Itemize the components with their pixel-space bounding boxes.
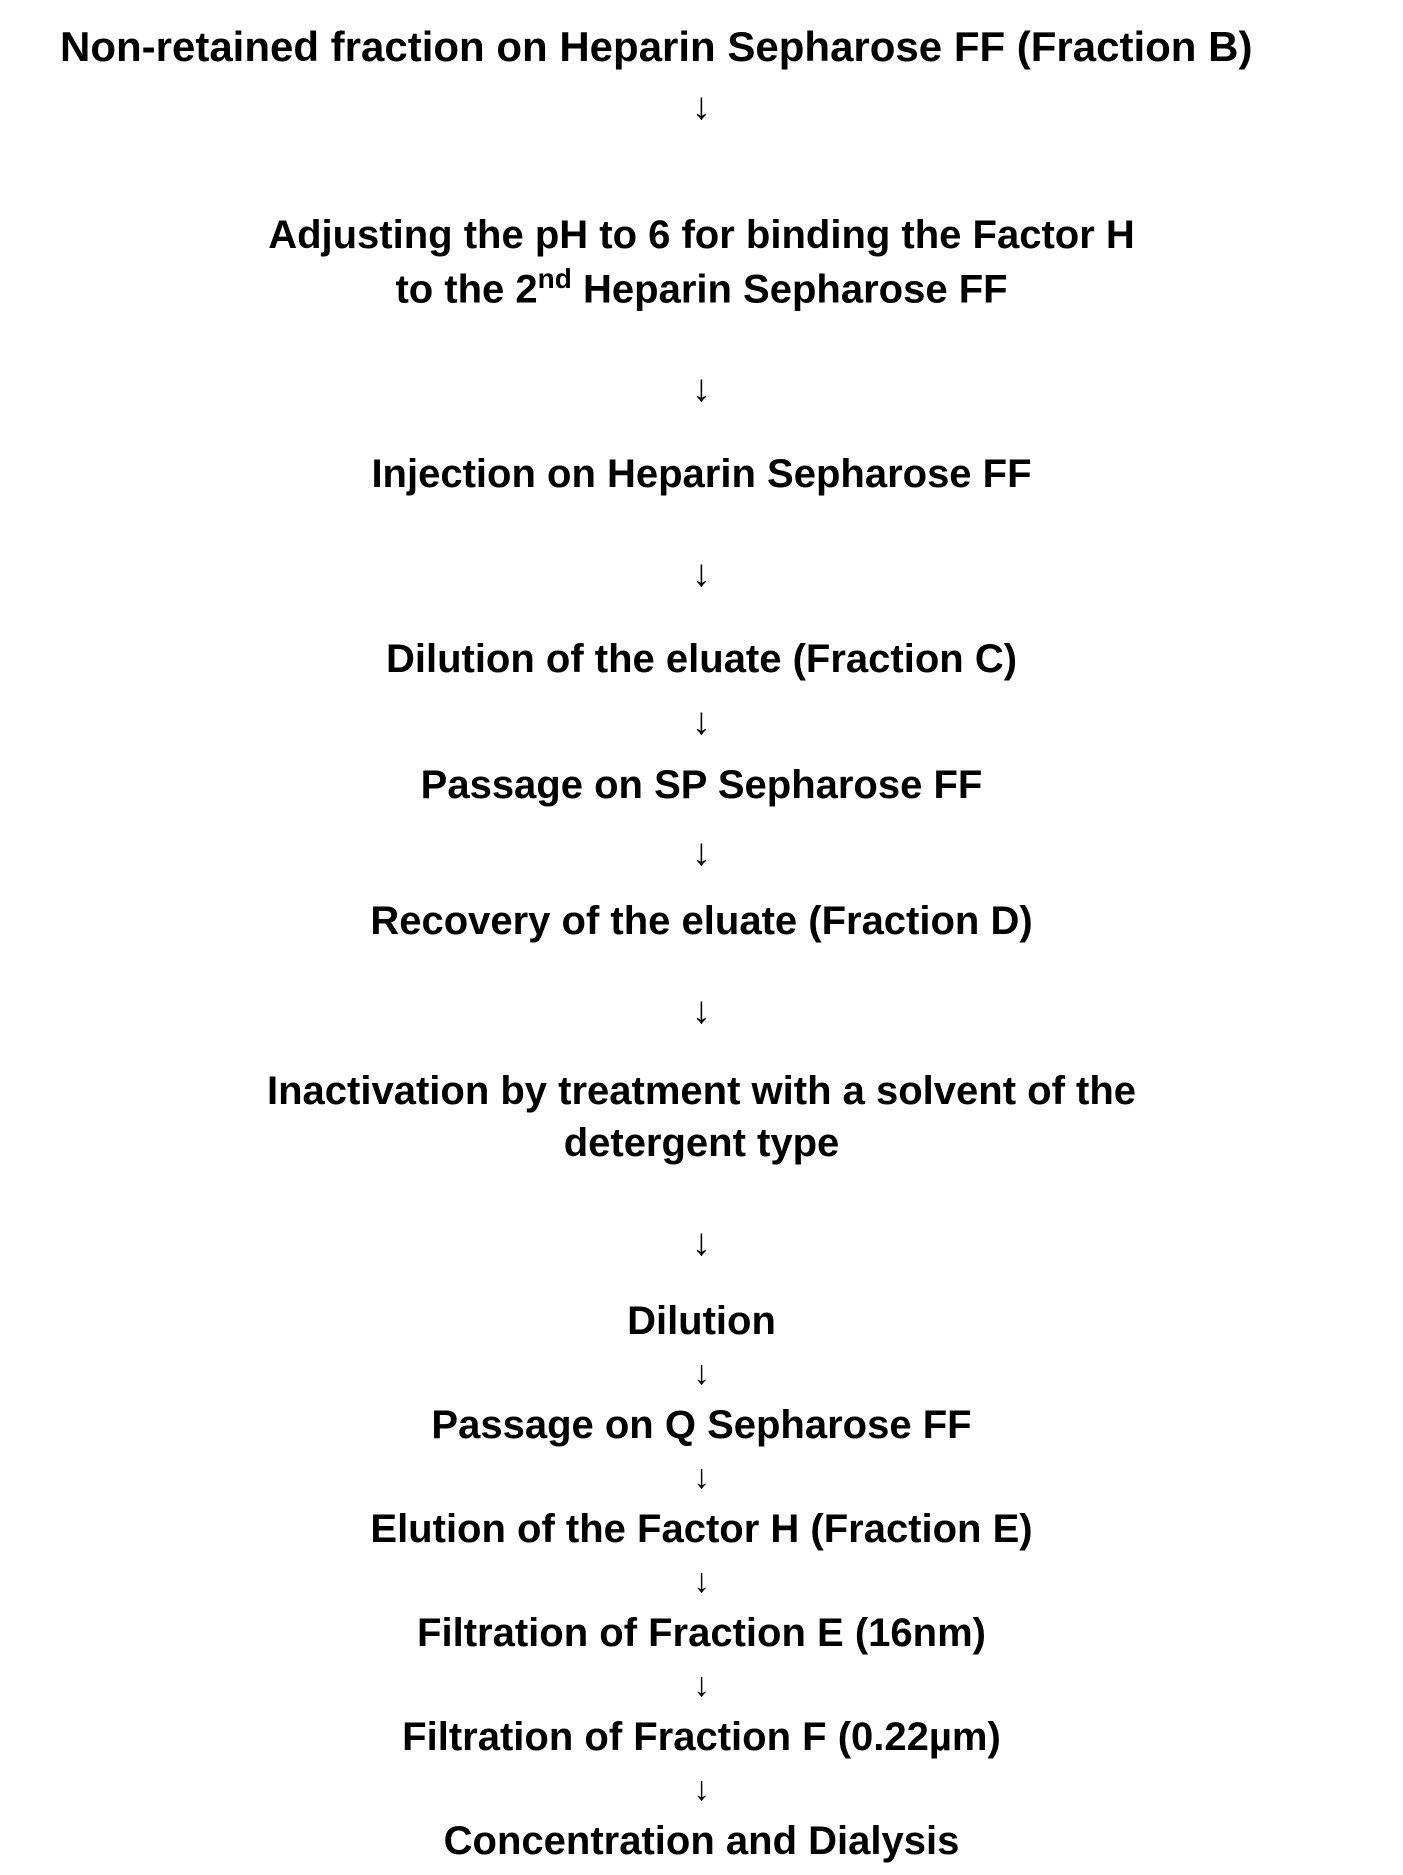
step-concentration: Concentration and Dialysis [444, 1815, 960, 1867]
step-filtration-e: Filtration of Fraction E (16nm) [417, 1607, 986, 1659]
arrow-icon: ↓ [692, 992, 711, 1030]
step-dilution-c: Dilution of the eluate (Fraction C) [386, 633, 1017, 685]
arrow-icon: ↓ [692, 834, 711, 872]
step-dilution: Dilution [627, 1295, 776, 1347]
arrow-icon: ↓ [692, 703, 711, 741]
step-text-after: Heparin Sepharose FF [572, 267, 1008, 311]
arrow-icon: ↓ [692, 555, 711, 593]
arrow-icon: ↓ [693, 1460, 710, 1494]
step-passage-sp: Passage on SP Sepharose FF [421, 759, 983, 811]
arrow-icon: ↓ [692, 370, 711, 408]
step-adjust-ph: Adjusting the pH to 6 for binding the Fa… [252, 209, 1152, 315]
step-recovery-d: Recovery of the eluate (Fraction D) [370, 895, 1032, 947]
step-injection: Injection on Heparin Sepharose FF [371, 448, 1031, 500]
step-filtration-f: Filtration of Fraction F (0.22µm) [402, 1711, 1001, 1763]
flowchart-title: Non-retained fraction on Heparin Sepharo… [40, 20, 1363, 75]
arrow-icon: ↓ [693, 1772, 710, 1806]
step-inactivation: Inactivation by treatment with a solvent… [252, 1065, 1152, 1169]
step-passage-q: Passage on Q Sepharose FF [431, 1399, 971, 1451]
arrow-icon: ↓ [693, 1564, 710, 1598]
compact-steps: Dilution ↓ Passage on Q Sepharose FF ↓ E… [370, 1287, 1032, 1875]
arrow-icon: ↓ [693, 1356, 710, 1390]
step-text-sup: nd [538, 263, 572, 294]
arrow-icon: ↓ [693, 1668, 710, 1702]
step-elution-e: Elution of the Factor H (Fraction E) [370, 1503, 1032, 1555]
flowchart-container: Non-retained fraction on Heparin Sepharo… [40, 20, 1363, 1875]
arrow-icon: ↓ [692, 1224, 711, 1262]
arrow-icon: ↓ [692, 88, 711, 126]
